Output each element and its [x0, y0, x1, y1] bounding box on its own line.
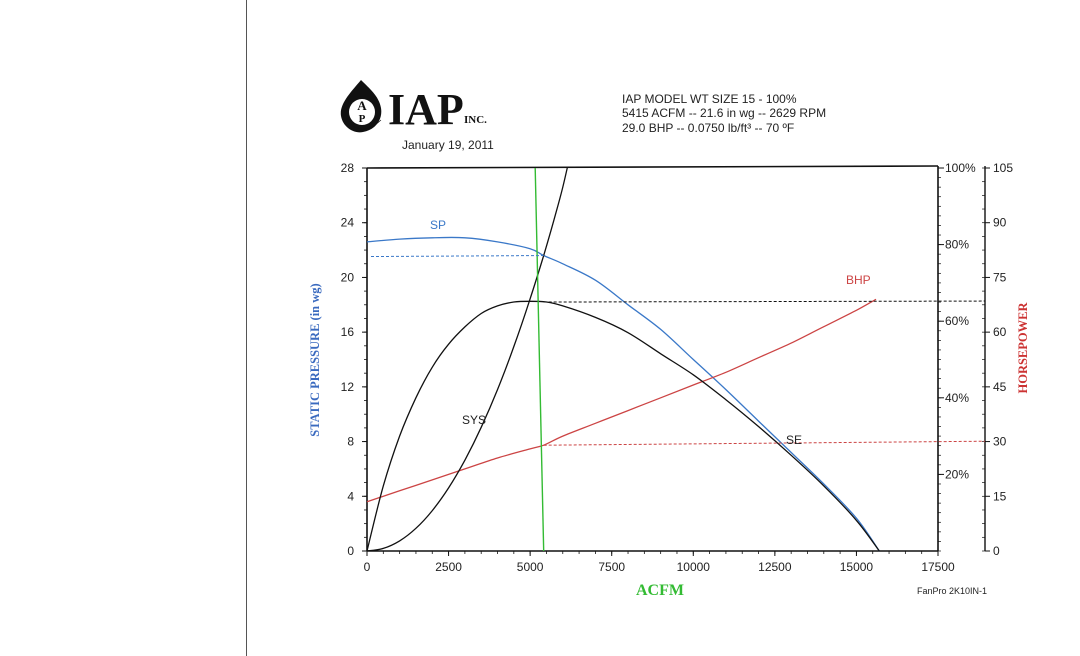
- operating-se-dashed-line: [543, 300, 986, 303]
- x-tick-label: 10000: [677, 560, 711, 574]
- operating-sp-dashed-line: [370, 255, 544, 258]
- horsepower-axis-title: HORSEPOWER: [1016, 302, 1030, 394]
- x-axis-title: ACFM: [636, 582, 684, 599]
- top-axis-line: [366, 165, 939, 169]
- logo-inc: INC.: [464, 114, 487, 126]
- x-tick-label: 0: [364, 560, 371, 574]
- info-line-power: 29.0 BHP -- 0.0750 lb/ft³ -- 70 ºF: [622, 121, 795, 135]
- iap-logo: A P: [340, 80, 382, 133]
- y-tick-label: 0: [347, 544, 354, 558]
- y-tick-label: 24: [341, 216, 355, 230]
- curve-label-bhp: BHP: [846, 273, 871, 287]
- y-axis-title: STATIC PRESSURE (in wg): [308, 283, 322, 436]
- report-date: January 19, 2011: [402, 138, 494, 152]
- horsepower-tick-label: 30: [993, 435, 1007, 449]
- efficiency-tick-label: 100%: [945, 161, 976, 175]
- y-tick-label: 4: [347, 489, 354, 503]
- series-bhp-line: [366, 298, 877, 503]
- efficiency-tick-label: 40%: [945, 391, 969, 405]
- curve-label-se: SE: [786, 433, 802, 447]
- horsepower-tick-label: 60: [993, 325, 1007, 339]
- curve-label-sp: SP: [430, 218, 446, 232]
- x-tick-label: 2500: [435, 560, 462, 574]
- info-line-flow: 5415 ACFM -- 21.6 in wg -- 2629 RPM: [622, 106, 827, 120]
- horsepower-tick-label: 75: [993, 270, 1007, 284]
- software-footer: FanPro 2K10IN-1: [917, 586, 987, 596]
- y-tick-label: 8: [347, 435, 354, 449]
- horsepower-tick-label: 105: [993, 161, 1013, 175]
- x-tick-label: 17500: [921, 560, 955, 574]
- horsepower-tick-label: 45: [993, 380, 1007, 394]
- efficiency-tick-label: 80%: [945, 238, 969, 252]
- logo-text: IAP: [388, 85, 464, 134]
- scan-margin: [0, 0, 246, 656]
- x-tick-label: 5000: [517, 560, 544, 574]
- x-tick-label: 15000: [840, 560, 874, 574]
- curve-label-sys: SYS: [462, 413, 486, 427]
- x-tick-label: 7500: [598, 560, 625, 574]
- y-tick-label: 12: [341, 380, 355, 394]
- page-edge: [246, 0, 247, 656]
- operating-bhp-dashed-line: [543, 440, 986, 446]
- series-sp-line: [366, 236, 880, 552]
- horsepower-tick-label: 15: [993, 489, 1007, 503]
- horsepower-tick-label: 90: [993, 216, 1007, 230]
- y-tick-label: 16: [341, 325, 355, 339]
- horsepower-tick-label: 0: [993, 544, 1000, 558]
- efficiency-tick-label: 60%: [945, 314, 969, 328]
- info-line-model: IAP MODEL WT SIZE 15 - 100%: [622, 92, 797, 106]
- operating-point-line: [534, 167, 545, 552]
- svg-text:A: A: [357, 98, 367, 113]
- series-sys-line: [367, 168, 568, 551]
- y-tick-label: 28: [341, 161, 355, 175]
- x-tick-label: 12500: [758, 560, 792, 574]
- series-se-line: [366, 300, 880, 552]
- efficiency-tick-label: 20%: [945, 467, 969, 481]
- svg-text:P: P: [359, 113, 366, 125]
- y-tick-label: 20: [341, 270, 355, 284]
